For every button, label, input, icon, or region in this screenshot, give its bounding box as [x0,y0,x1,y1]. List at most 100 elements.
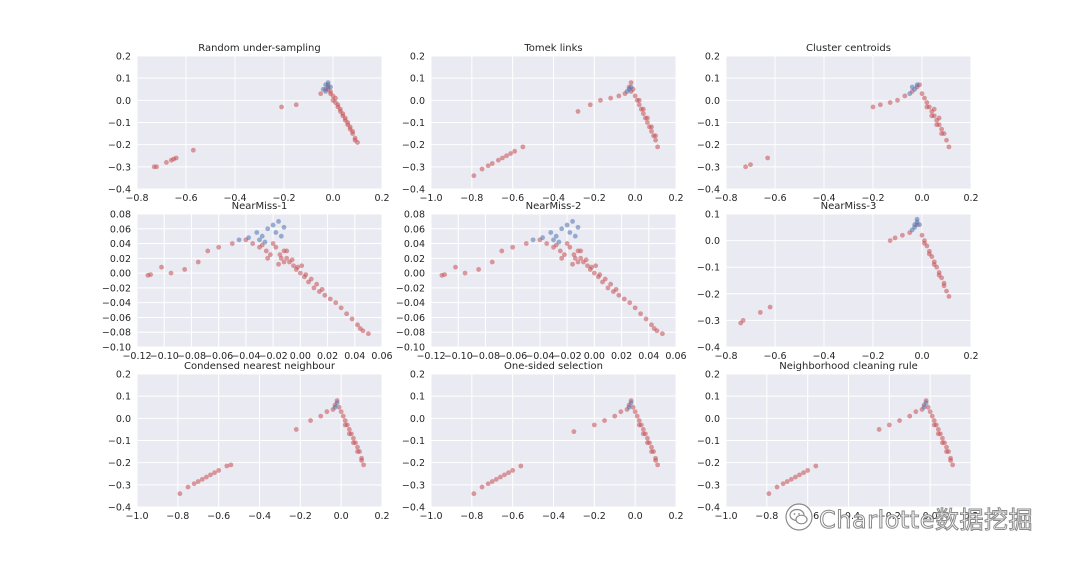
data-point-majority [598,97,603,103]
data-point-majority [500,155,505,161]
y-tick-label: 0.1 [116,392,131,403]
data-point-majority [342,422,348,428]
data-point-majority [351,440,356,446]
x-tick-label: −0.12 [122,351,151,362]
data-point-majority [645,120,650,125]
x-tick-label: 0.04 [344,351,365,362]
data-point-majority [643,316,649,322]
x-tick-label: −0.04 [525,351,554,362]
data-point-majority [632,409,638,415]
wechat-icon [785,503,813,531]
data-point-majority [355,444,360,450]
data-point-majority [640,106,646,112]
data-point-majority [944,137,949,143]
y-tick-label: −0.02 [102,283,131,294]
x-tick-label: −1.0 [419,193,442,204]
data-point-majority [640,111,646,117]
data-point-minority [323,89,329,94]
data-point-minority [246,235,252,241]
y-tick-label: −0.2 [108,458,131,469]
data-point-majority [876,427,882,432]
y-tick-label: 0.04 [110,239,131,250]
data-point-majority [308,418,313,423]
data-point-majority [572,255,578,261]
data-point-majority [314,281,320,287]
data-point-majority [793,474,798,480]
y-tick-label: −0.1 [697,263,720,274]
data-point-majority [303,272,309,277]
data-point-majority [922,95,927,101]
y-tick-label: 0.00 [404,269,425,280]
y-tick-label: −0.3 [697,316,720,327]
y-tick-label: −0.3 [697,162,720,173]
x-tick-label: −0.4 [542,511,565,522]
data-point-majority [636,102,642,108]
x-tick-label: −0.4 [837,511,860,522]
data-point-majority [927,409,933,415]
series-minority [530,218,581,245]
data-point-majority [182,267,188,272]
data-point-majority [205,248,211,254]
data-point-majority [564,241,570,246]
data-point-minority [914,82,920,88]
x-tick-label: −1.0 [125,511,148,522]
data-point-minority [254,230,260,235]
y-tick-label: 0.00 [110,269,131,280]
data-point-majority [489,479,495,484]
subplot-3: −0.8 −0.6 −0.4 −0.2 0.0 0.2 −0.4 −0.3 −0.2 −0.1 0.… [697,43,979,204]
data-point-majority [591,422,597,428]
data-point-majority [924,104,930,110]
data-point-majority [333,300,339,306]
data-point-majority [931,262,937,267]
data-point-majority [281,259,287,265]
data-point-majority [645,115,650,121]
data-point-majority [557,248,563,254]
data-point-majority [479,484,485,490]
y-tick-label: −0.3 [108,480,131,491]
y-tick-label: −0.1 [697,118,720,129]
data-point-majority [895,97,900,103]
data-point-majority [774,484,780,490]
x-tick-label: −0.8 [166,511,189,522]
data-point-majority [520,144,526,150]
x-tick-label: −0.6 [501,511,524,522]
y-tick-label: −0.1 [697,436,720,447]
data-point-majority [936,272,942,278]
data-point-minority [551,237,556,243]
data-point-majority [561,252,567,258]
data-point-majority [344,311,350,317]
data-point-majority [559,255,565,261]
y-tick-label: −0.4 [697,503,720,514]
x-tick-label: −0.8 [460,193,483,204]
x-tick-label: 0.0 [334,511,349,522]
data-point-majority [743,164,748,170]
data-point-majority [797,472,802,478]
data-point-majority [645,435,650,441]
data-point-majority [159,264,164,270]
data-point-majority [608,95,614,101]
y-tick-label: −0.2 [697,289,720,300]
data-point-majority [355,449,360,454]
series-majority [439,237,665,337]
y-tick-label: −0.3 [402,480,425,491]
x-tick-label: −0.6 [763,193,786,204]
data-point-majority [335,102,341,108]
data-point-majority [931,422,937,428]
x-tick-label: −0.8 [755,511,778,522]
data-point-minority [628,84,634,90]
data-point-majority [659,331,665,337]
data-point-minority [572,233,578,239]
x-tick-label: 0.0 [628,511,643,522]
data-point-majority [495,157,501,163]
data-point-majority [195,479,201,484]
data-point-majority [944,444,949,450]
data-point-majority [608,281,614,287]
x-tick-label: −0.8 [125,193,148,204]
data-point-majority [471,491,477,497]
subplot-title: Tomek links [523,43,582,54]
data-point-majority [185,484,191,490]
data-point-majority [502,472,507,478]
data-point-minority [530,237,536,243]
x-tick-label: −0.2 [878,511,901,522]
data-point-majority [886,422,892,428]
